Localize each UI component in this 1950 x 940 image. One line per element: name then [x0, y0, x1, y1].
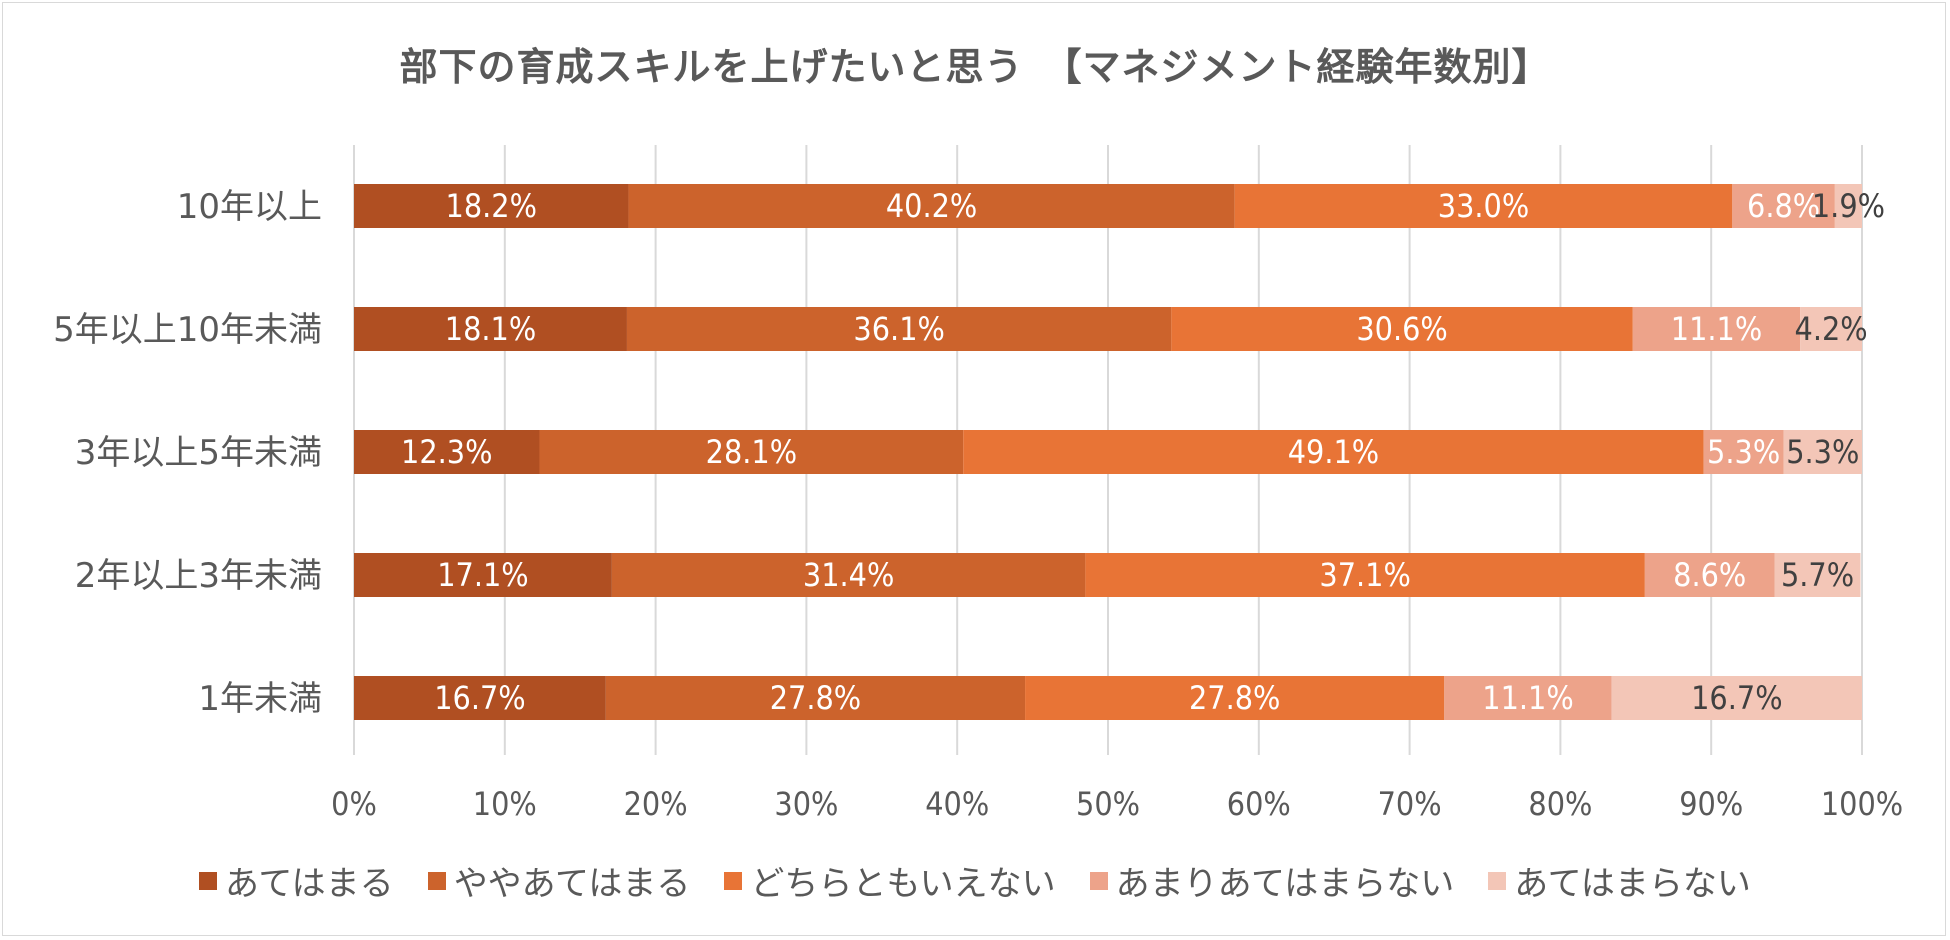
data-label: 11.1% [1482, 679, 1573, 717]
category-label: 10年以上 [177, 187, 322, 227]
legend-label: ややあてはまる [453, 864, 691, 904]
data-label: 16.7% [1691, 679, 1782, 717]
legend-item: あまりあてはまらない [1089, 856, 1455, 905]
x-tick-label: 80% [1528, 785, 1592, 823]
legend-swatch [427, 871, 446, 890]
data-label: 27.8% [770, 679, 861, 717]
legend-label: あてはまる [225, 864, 394, 904]
data-label: 18.2% [446, 187, 537, 225]
x-tick-label: 30% [774, 785, 838, 823]
bar-segment [539, 430, 964, 474]
bar-segment [1632, 307, 1801, 351]
data-label: 28.1% [706, 433, 797, 471]
data-label: 33.0% [1438, 187, 1529, 225]
bar-segment [1732, 184, 1835, 228]
data-label: 16.7% [434, 679, 525, 717]
legend-label: あまりあてはまらない [1115, 864, 1455, 904]
data-label: 37.1% [1319, 556, 1410, 594]
bar-segment [354, 184, 629, 228]
legend-label: どちらともいえない [750, 864, 1056, 904]
data-label: 8.6% [1673, 556, 1746, 594]
data-label: 12.3% [401, 433, 492, 471]
chart-title: 部下の育成スキルを上げたいと思う 【マネジメント経験年数別】 [399, 45, 1551, 89]
bar-segment [605, 676, 1026, 720]
bar-segment [1834, 184, 1862, 228]
bar-segment [1234, 184, 1733, 228]
category-label: 1年未満 [198, 679, 322, 719]
legend-item: ややあてはまる [427, 856, 691, 905]
bar-segment [354, 430, 540, 474]
bar-segment [1774, 553, 1861, 597]
x-tick-label: 20% [624, 785, 688, 823]
legend-swatch [1488, 871, 1507, 890]
x-tick-label: 70% [1378, 785, 1442, 823]
bar-segment [1783, 430, 1862, 474]
legend-label: あてはまらない [1514, 864, 1751, 904]
bar-segment [628, 184, 1235, 228]
bar-segment [626, 307, 1172, 351]
bar-segment [1171, 307, 1633, 351]
legend-item: どちらともいえない [724, 856, 1056, 905]
bar-segment [354, 307, 627, 351]
data-label: 49.1% [1288, 433, 1379, 471]
data-label: 30.6% [1356, 310, 1447, 348]
data-label: 5.7% [1781, 556, 1854, 594]
data-label: 6.8% [1747, 187, 1820, 225]
x-tick-label: 40% [925, 785, 989, 823]
data-label: 5.3% [1786, 433, 1859, 471]
legend-swatch [1089, 871, 1108, 890]
category-label: 5年以上10年未満 [53, 310, 322, 350]
category-label: 3年以上5年未満 [75, 433, 322, 473]
bar-segment [354, 676, 606, 720]
x-tick-label: 10% [473, 785, 537, 823]
legend-item: あてはまる [199, 856, 394, 905]
data-label: 11.1% [1671, 310, 1762, 348]
data-label: 4.2% [1795, 310, 1868, 348]
data-label: 18.1% [445, 310, 536, 348]
data-label: 36.1% [853, 310, 944, 348]
stacked-bar-chart: 0% 10% 20% 30% 40% 50% 60% 70% 80% 90% 100% 10年以上 18… [53, 145, 1903, 823]
bar-segment [1085, 553, 1645, 597]
data-label: 27.8% [1189, 679, 1280, 717]
x-tick-label: 50% [1076, 785, 1140, 823]
legend-swatch [724, 871, 743, 890]
bar-segment [611, 553, 1086, 597]
bar-segment [1703, 430, 1784, 474]
data-label: 17.1% [437, 556, 528, 594]
legend-item: あてはまらない [1488, 856, 1751, 905]
bar-segment [1800, 307, 1862, 351]
legend-swatch [199, 871, 218, 890]
data-label: 40.2% [886, 187, 977, 225]
data-label: 1.9% [1812, 187, 1885, 225]
x-tick-label: 90% [1679, 785, 1743, 823]
data-label: 31.4% [803, 556, 894, 594]
bar-segment [1611, 676, 1862, 720]
category-label: 2年以上3年未満 [75, 556, 322, 596]
bar-segment [1444, 676, 1612, 720]
bar-segment [354, 553, 612, 597]
chart-legend: あてはまる ややあてはまる どちらともいえない あまりあてはまらない あてはまらない [0, 856, 1950, 905]
x-tick-label: 100% [1821, 785, 1903, 823]
bar-segment [1025, 676, 1445, 720]
bar-segment [1644, 553, 1775, 597]
x-tick-label: 0% [331, 785, 377, 823]
bar-segment [963, 430, 1704, 474]
x-tick-label: 60% [1227, 785, 1291, 823]
data-label: 5.3% [1707, 433, 1780, 471]
